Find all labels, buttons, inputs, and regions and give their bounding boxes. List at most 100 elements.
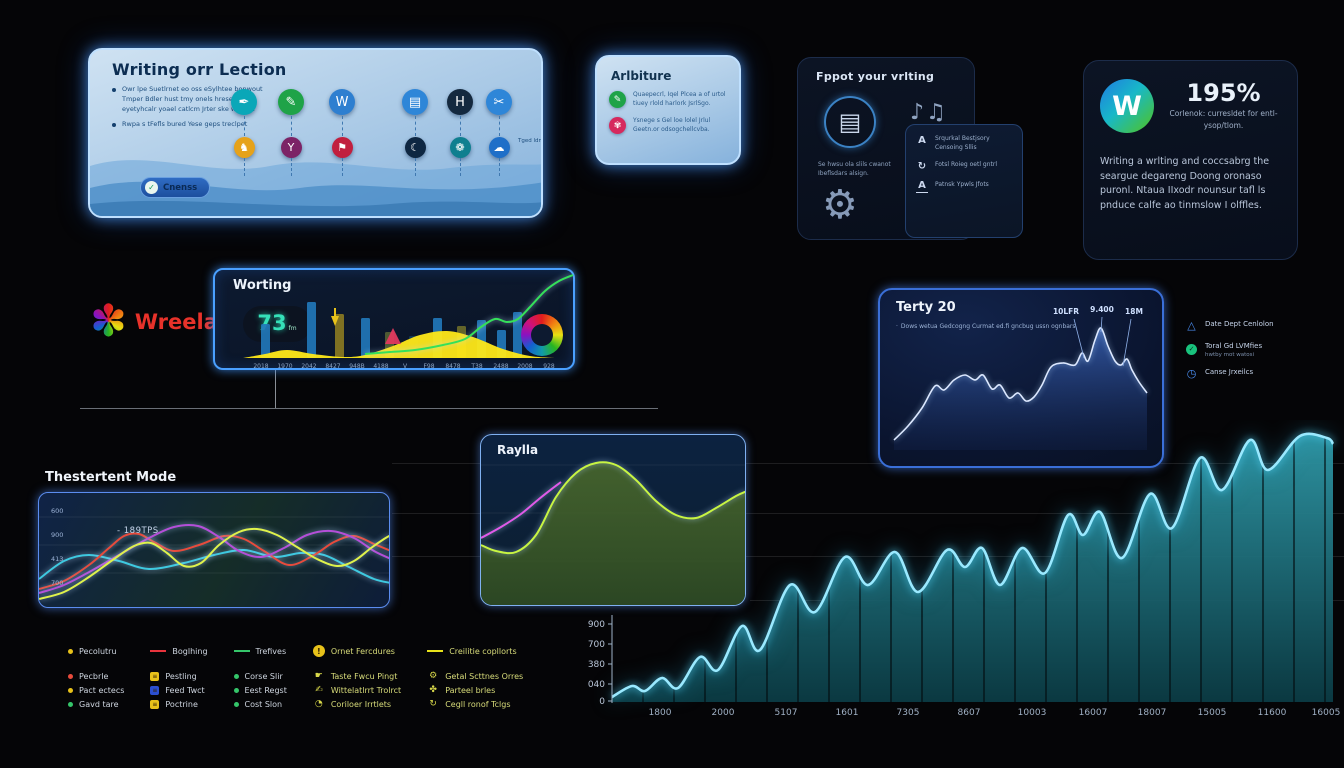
legend-item-label: Wittelatlrrt Trolrct — [330, 685, 402, 695]
letter-a-icon: A — [918, 135, 926, 146]
legend-header: Trefives — [233, 644, 287, 658]
legend-column: Creilitie copllorts ⚙ Getal Scttnes Orres ✤… — [427, 644, 523, 711]
beaker-icon: ✒ — [231, 89, 257, 115]
legend-dot-icon — [68, 648, 73, 654]
legend-column: Boglhing ≡ Pestling ≡ Feed Twct ≡ Poctrine — [150, 644, 208, 711]
connector-line — [291, 116, 292, 136]
svg-text:380: 380 — [588, 660, 605, 670]
svg-text:15005: 15005 — [1198, 708, 1227, 718]
svg-text:7305: 7305 — [897, 708, 920, 718]
legend-line-icon — [427, 650, 444, 652]
flag-icon: ⚑ — [331, 136, 353, 158]
svg-text:10LFR: 10LFR — [1053, 307, 1079, 316]
legend-dot-icon — [233, 687, 239, 693]
writing-bullet-list: Owr lpe Suetlrnet eo oss eSylhtee bonwou… — [112, 85, 272, 130]
terty-note: · Dows wetua Gedcogng Curmat ed.fi gncbug… — [896, 323, 1076, 330]
gear-icon: ⚙ — [822, 182, 858, 228]
legend-item: Corse Slir — [233, 669, 287, 683]
legend-item: Pact ectecs — [68, 683, 124, 697]
divider-line — [80, 408, 658, 409]
legend-header-label: Ornet Fercdures — [330, 646, 395, 656]
connector-line — [460, 158, 461, 176]
legend-item: ⚙ Getal Scttnes Orres — [427, 669, 523, 683]
connector-line — [499, 116, 500, 136]
side-legend-text: Canse Jrxeilcs — [1205, 368, 1253, 378]
stat-subtitle: Corlenok: curresldet for entl-ysop/tlom. — [1169, 109, 1278, 130]
check-circle-icon: ✓ — [1185, 342, 1198, 356]
svg-text:8427: 8427 — [325, 363, 340, 370]
svg-text:2000: 2000 — [712, 708, 735, 718]
letter-w-icon: W — [329, 89, 355, 115]
y-axis-label: 900 — [51, 531, 64, 539]
legend-item-label: Getal Scttnes Orres — [445, 671, 524, 681]
legend-column: Trefives Corse Slir Eest Regst Cost Slon — [233, 644, 287, 711]
svg-text:16007: 16007 — [1079, 708, 1108, 718]
alert-icon: ! — [312, 645, 325, 657]
svg-text:1970: 1970 — [277, 363, 292, 370]
y-axis-label: 700 — [51, 579, 64, 587]
svg-text:1800: 1800 — [649, 708, 672, 718]
svg-text:V: V — [403, 363, 408, 370]
raylla-chart — [481, 461, 745, 605]
legend-header-label: Boglhing — [172, 646, 208, 656]
bullet-item: Owr lpe Suetlrnet eo oss eSylhtee bonwou… — [112, 85, 272, 114]
pen-icon: ✎ — [278, 89, 304, 115]
connector-line — [291, 158, 292, 176]
fppot-subpanel: A Srqurkal Bestjsory Censoing Sllis ↻ Fotsl… — [905, 124, 1023, 238]
arbiture-item-text: Quaepecrl, Iqel Plcea a of urtol tiuey r… — [633, 91, 726, 107]
connector-line — [244, 116, 245, 136]
bullet-item: Rwpa s tFefls bured Yese geps treclpet — [112, 120, 272, 130]
svg-text:10003: 10003 — [1018, 708, 1047, 718]
cnenss-button[interactable]: ✓ Cnenss — [140, 177, 211, 198]
thestertent-title: Thestertent Mode — [45, 470, 177, 485]
legend-item: ≡ Feed Twct — [150, 683, 207, 697]
svg-text:0: 0 — [599, 697, 605, 707]
chart-legend: Pecolutru Pecbrle Pact ectecs Gavd tare Bogl… — [68, 644, 523, 711]
wave-decoration — [90, 160, 541, 216]
svg-text:8607: 8607 — [958, 708, 981, 718]
legend-item: Cost Slon — [233, 697, 287, 711]
icon-side-note: Tged ldm — [518, 138, 543, 144]
arbiture-panel: Arlbiture ✎ Quaepecrl, Iqel Plcea a of ur… — [595, 55, 741, 165]
legend-header: Boglhing — [150, 644, 208, 658]
raylla-panel: Raylla — [480, 434, 746, 606]
legend-item-label: Feed Twct — [165, 685, 205, 695]
moon-icon: ☾ — [404, 136, 426, 158]
legend-item-label: Coriloer Irrtlets — [330, 699, 392, 709]
legend-item: Pecbrle — [68, 669, 124, 683]
underline-a-icon: A — [916, 181, 928, 193]
worting-mini-chart: 2018 1970 2042 8427 948B 4188 V F98 8478 T38 2488 2… — [243, 274, 574, 370]
connector-line — [415, 158, 416, 176]
legend-item-label: Pestling — [165, 671, 197, 681]
connector-line — [460, 116, 461, 136]
terty-line-chart: 10LFR 9.400 18M — [893, 305, 1148, 450]
terty-title: Terty 20 — [896, 300, 956, 315]
worting-title: Worting — [233, 278, 292, 293]
flower-icon: ❁ — [449, 136, 471, 158]
stat-paragraph: Writing a wrlting and coccsabrg the sear… — [1100, 156, 1270, 212]
pretzel-circle-icon: ✾ — [609, 117, 626, 135]
legend-item-label: Poctrine — [165, 699, 198, 709]
legend-header-label: Creilitie copllorts — [449, 646, 517, 656]
svg-text:4188: 4188 — [373, 363, 388, 370]
thestertent-panel: 600 900 413 700 - 189TPS — [38, 492, 390, 608]
clipboard-icon: ▤ — [824, 96, 876, 148]
legend-line-icon — [233, 650, 250, 652]
svg-text:2018: 2018 — [253, 363, 268, 370]
gridline — [392, 463, 1344, 464]
legend-item: ☛ Taste Fwcu Pingt — [313, 669, 401, 683]
y-axis-label: 413 — [51, 555, 64, 563]
svg-text:18M: 18M — [1125, 307, 1143, 316]
brand-name: Wreelal — [134, 310, 226, 334]
fppot-note: Se hwsu ola slils cwanot Ibeflsdars alsi… — [818, 161, 891, 177]
legend-glyph-icon: ✍ — [315, 685, 323, 695]
svg-text:700: 700 — [588, 640, 605, 650]
side-legend-label: Canse Jrxeilcs — [1205, 367, 1254, 376]
fppot-item-text: Fotsl Roieg oetl gntrl — [935, 161, 997, 169]
legend-column: Pecolutru Pecbrle Pact ectecs Gavd tare — [68, 644, 124, 711]
badge-icon: ♞ — [233, 136, 255, 158]
legend-header-label: Trefives — [255, 646, 287, 656]
legend-square-icon: ≡ — [150, 671, 160, 681]
fppot-subpanel-item: A Patnsk Ypwls Jfots — [916, 181, 1012, 193]
